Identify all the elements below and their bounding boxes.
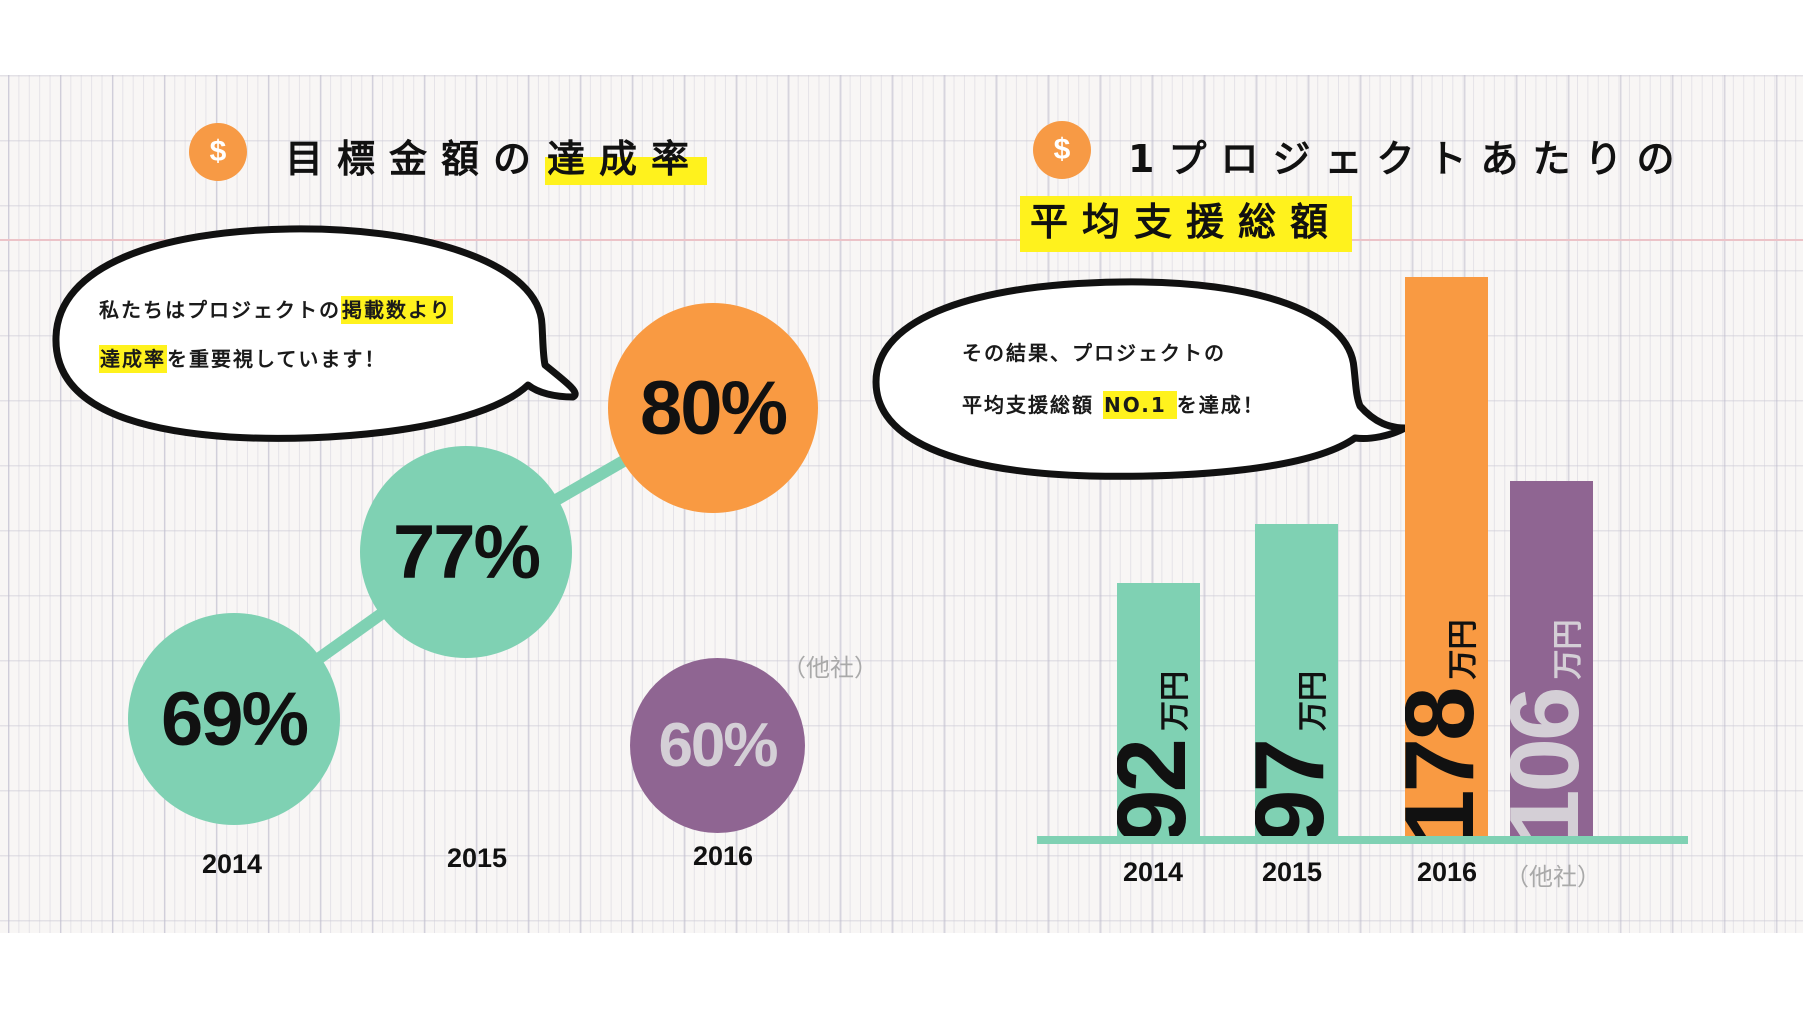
bar-unit: 万円	[1158, 670, 1193, 731]
bar-value-label: 92 万円	[1117, 671, 1200, 838]
bar-value: 178	[1405, 689, 1488, 838]
rate-value: 60%	[658, 711, 778, 780]
bubble-text-highlight: 掲載数より	[341, 296, 453, 324]
bubble-text-highlight: NO.1	[1102, 391, 1177, 419]
left-speech-bubble: 私たちはプロジェクトの掲載数より 達成率を重要視しています！	[50, 225, 580, 445]
dollar-glyph: $	[1053, 133, 1071, 166]
speech-bubble-shape	[52, 225, 579, 442]
rate-circle-2016: 80%	[608, 303, 818, 513]
bar-value: 106	[1510, 689, 1593, 838]
bar-2015: 97 万円	[1255, 524, 1338, 838]
dollar-coin-icon: $	[1033, 121, 1091, 179]
bubble-line-2: 平均支援総額 NO.1 を達成！	[962, 391, 1265, 419]
right-chart-title-line1: 1プロジェクトあたりの	[1128, 137, 1689, 181]
rate-value: 80%	[639, 365, 788, 451]
bar-2016: 178 万円	[1405, 277, 1488, 838]
left-chart-title: 目標金額の達成率	[285, 137, 708, 185]
dollar-coin-icon: $	[189, 123, 247, 181]
rate-circle-2014: 69%	[128, 613, 340, 825]
year-label-2016: 2016	[692, 841, 754, 871]
bubble-text-plain: を重要視しています！	[167, 347, 387, 371]
bubble-text-plain: 私たちはプロジェクトの	[99, 298, 341, 322]
rate-circle-other: 60%	[630, 658, 805, 833]
bar-unit: 万円	[1446, 619, 1481, 680]
bar-2014: 92 万円	[1117, 583, 1200, 838]
rate-value: 77%	[392, 509, 541, 595]
bubble-text-plain: 平均支援総額	[962, 393, 1103, 417]
bar-value: 92	[1117, 740, 1200, 838]
bar-other: 106 万円	[1510, 481, 1593, 838]
bubble-text-plain: を達成！	[1176, 393, 1265, 417]
bar-x-label-2015: 2015	[1261, 857, 1323, 887]
right-chart-title-line2: 平均支援総額	[1020, 196, 1353, 252]
rate-value: 69%	[160, 676, 309, 762]
right-speech-bubble: その結果、プロジェクトの 平均支援総額 NO.1 を達成！	[870, 278, 1410, 483]
bar-value: 97	[1255, 740, 1338, 838]
bubble-line-2: 達成率を重要視しています！	[99, 345, 387, 373]
other-company-label: （他社）	[782, 654, 878, 682]
bar-value-label: 178 万円	[1405, 619, 1488, 838]
bar-x-label-other: （他社）	[1505, 863, 1601, 891]
title-highlight: 平均支援総額	[1020, 196, 1353, 252]
bar-x-label-2016: 2016	[1416, 857, 1478, 887]
bubble-line-1: 私たちはプロジェクトの掲載数より	[99, 296, 453, 324]
bar-value-label: 97 万円	[1255, 671, 1338, 838]
dollar-glyph: $	[209, 135, 227, 168]
bubble-line-1: その結果、プロジェクトの	[962, 341, 1226, 365]
year-label-2014: 2014	[201, 849, 263, 879]
title-plain: 目標金額の	[285, 137, 546, 181]
bubble-text-highlight: 達成率	[99, 345, 167, 373]
bar-x-label-2014: 2014	[1122, 857, 1184, 887]
bar-unit: 万円	[1551, 619, 1586, 680]
margin-line	[0, 239, 1803, 241]
year-label-2015: 2015	[446, 843, 508, 873]
rate-circle-2015: 77%	[360, 446, 572, 658]
title-highlight: 達成率	[545, 137, 708, 185]
bar-baseline	[1037, 836, 1688, 844]
speech-bubble-shape	[872, 278, 1409, 480]
bar-value-label: 106 万円	[1510, 619, 1593, 838]
bar-unit: 万円	[1296, 670, 1331, 731]
